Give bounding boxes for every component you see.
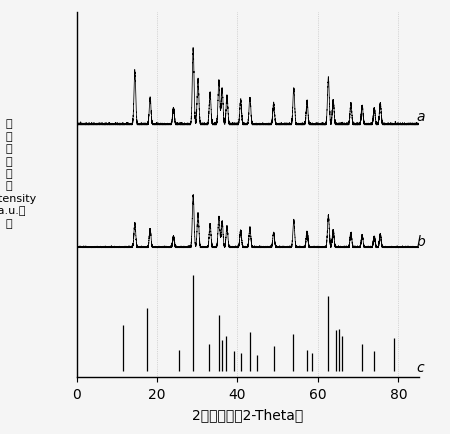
Text: 相
对
衍
射
强
度
（Intensity
（a.u.）
）: 相 对 衍 射 强 度 （Intensity （a.u.） ） bbox=[0, 119, 36, 228]
Text: c: c bbox=[417, 360, 424, 374]
Text: a: a bbox=[417, 110, 425, 124]
X-axis label: 2倍衍射角（2-Theta）: 2倍衍射角（2-Theta） bbox=[192, 407, 303, 421]
Text: b: b bbox=[417, 234, 425, 248]
